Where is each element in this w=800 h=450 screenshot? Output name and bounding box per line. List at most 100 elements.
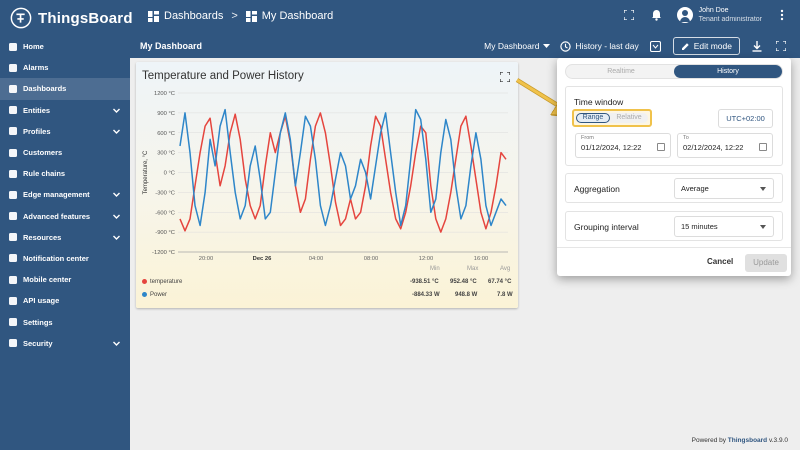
sidebar-item-label: Resources bbox=[23, 232, 62, 242]
aggregation-label: Aggregation bbox=[574, 184, 620, 194]
x-tick-label: 08:00 bbox=[364, 256, 379, 262]
cancel-button[interactable]: Cancel bbox=[707, 257, 734, 266]
rule-chains-icon bbox=[9, 169, 17, 178]
sidebar-item-security[interactable]: Security bbox=[0, 333, 130, 354]
sidebar-item-profiles[interactable]: Profiles bbox=[0, 121, 130, 142]
widget-background bbox=[136, 62, 518, 308]
breadcrumb-separator: > bbox=[231, 10, 238, 22]
y-tick-label: -600 °C bbox=[155, 210, 175, 216]
from-date-field[interactable]: From 01/12/2024, 12:22 bbox=[575, 133, 671, 158]
sidebar-item-home[interactable]: Home bbox=[0, 36, 130, 57]
series-line-temperature bbox=[179, 112, 507, 233]
sidebar-item-label: Advanced features bbox=[23, 211, 91, 221]
sidebar-item-label: Settings bbox=[23, 317, 53, 327]
range-relative-track: Range Relative bbox=[576, 113, 648, 123]
y-tick-label: 300 °C bbox=[157, 151, 175, 157]
sidebar-item-dashboards[interactable]: Dashboards bbox=[0, 78, 130, 100]
sidebar-item-label: Profiles bbox=[23, 126, 51, 136]
legend-dot bbox=[142, 292, 147, 297]
bell-icon bbox=[9, 63, 17, 72]
dropdown-arrow-icon bbox=[760, 225, 766, 229]
top-right-actions: John Doe Tenant administrator bbox=[621, 6, 790, 24]
breadcrumb-dashboards[interactable]: Dashboards bbox=[148, 10, 223, 22]
filters-icon[interactable] bbox=[649, 39, 663, 53]
dashboard-title: My Dashboard bbox=[140, 41, 203, 51]
app-logo[interactable]: ThingsBoard bbox=[10, 7, 133, 29]
user-menu[interactable]: John Doe Tenant administrator bbox=[676, 6, 762, 24]
range-relative-toggle: Range Relative bbox=[572, 109, 652, 127]
aggregation-select[interactable]: Average bbox=[674, 178, 774, 199]
x-tick-label: 12:00 bbox=[419, 256, 434, 262]
top-bar: ThingsBoard Dashboards > My Dashboard Jo… bbox=[0, 0, 800, 36]
edit-mode-label: Edit mode bbox=[693, 41, 732, 51]
chevron-down-icon bbox=[113, 341, 120, 346]
timewindow-button[interactable]: History - last day bbox=[560, 40, 639, 52]
dropdown-arrow-icon bbox=[760, 187, 766, 191]
sidebar-item-rule-chains[interactable]: Rule chains bbox=[0, 163, 130, 184]
sidebar-item-alarms[interactable]: Alarms bbox=[0, 57, 130, 78]
sidebar-item-resources[interactable]: Resources bbox=[0, 227, 130, 248]
sidebar-item-settings[interactable]: Settings bbox=[0, 311, 130, 332]
grouping-label: Grouping interval bbox=[574, 222, 639, 232]
history-clock-icon bbox=[560, 40, 572, 52]
dashboard-select[interactable]: My Dashboard bbox=[484, 41, 551, 51]
relative-option[interactable]: Relative bbox=[616, 114, 642, 121]
timewindow-mode-toggle: Realtime History bbox=[565, 64, 783, 79]
legend-max: 948.8 W bbox=[455, 292, 478, 298]
download-icon[interactable] bbox=[750, 39, 764, 53]
update-button[interactable]: Update bbox=[745, 254, 787, 272]
timezone-button[interactable]: UTC+02:00 bbox=[718, 109, 773, 128]
sidebar-item-edge-management[interactable]: Edge management bbox=[0, 184, 130, 205]
notifications-bell-icon[interactable] bbox=[649, 7, 665, 23]
grouping-value: 15 minutes bbox=[681, 222, 718, 231]
footer-brand-link[interactable]: Thingsboard bbox=[727, 437, 768, 444]
legend-row-power[interactable]: Power -884.33 W 948.8 W 7.8 W bbox=[142, 292, 514, 302]
toolbar-actions: My Dashboard History - last day Edit mod… bbox=[484, 37, 788, 55]
to-date-field[interactable]: To 02/12/2024, 12:22 bbox=[677, 133, 773, 158]
sidebar-item-customers[interactable]: Customers bbox=[0, 142, 130, 163]
calendar-icon[interactable] bbox=[759, 143, 767, 151]
y-axis-label: Temperature, °C bbox=[143, 150, 149, 194]
profiles-icon bbox=[9, 127, 17, 136]
timewindow-popover: Realtime History Time window bbox=[557, 58, 791, 276]
tab-realtime[interactable]: Realtime bbox=[607, 68, 635, 75]
shield-icon bbox=[9, 339, 17, 348]
edge-icon bbox=[9, 190, 17, 199]
time-window-title: Time window bbox=[574, 97, 624, 107]
tab-history[interactable]: History bbox=[674, 65, 782, 78]
sidebar-item-label: Entities bbox=[23, 105, 51, 115]
legend-header-max: Max bbox=[467, 266, 479, 272]
sidebar-item-entities[interactable]: Entities bbox=[0, 100, 130, 121]
dashboard-grid-icon bbox=[148, 10, 159, 22]
timewindow-label: History - last day bbox=[575, 41, 639, 51]
legend-row-temperature[interactable]: temperature -938.51 °C 952.48 °C 67.74 °… bbox=[142, 279, 514, 289]
thingsboard-logo-icon bbox=[10, 7, 32, 29]
gear-icon bbox=[9, 318, 17, 327]
chevron-down-icon bbox=[113, 129, 120, 134]
customers-icon bbox=[9, 148, 17, 157]
sidebar-item-label: Home bbox=[23, 42, 44, 52]
sidebar-item-label: Notification center bbox=[23, 253, 89, 263]
dashboard-select-value: My Dashboard bbox=[484, 41, 540, 51]
legend-min: -884.33 W bbox=[412, 292, 440, 298]
calendar-icon[interactable] bbox=[657, 143, 665, 151]
y-tick-label: 900 °C bbox=[157, 111, 175, 117]
chevron-down-icon bbox=[113, 214, 120, 219]
sidebar-item-label: Security bbox=[23, 338, 53, 348]
sidebar-item-api-usage[interactable]: API usage bbox=[0, 290, 130, 311]
tools-icon bbox=[9, 212, 17, 221]
range-option[interactable]: Range bbox=[576, 113, 610, 123]
edit-mode-button[interactable]: Edit mode bbox=[672, 37, 740, 55]
aggregation-value: Average bbox=[681, 184, 709, 193]
grouping-select[interactable]: 15 minutes bbox=[674, 216, 774, 237]
sidebar-item-notification-center[interactable]: Notification center bbox=[0, 248, 130, 269]
sidebar-item-mobile-center[interactable]: Mobile center bbox=[0, 269, 130, 290]
breadcrumb: Dashboards > My Dashboard bbox=[148, 10, 333, 22]
more-vert-icon[interactable] bbox=[774, 7, 790, 23]
entities-icon bbox=[9, 106, 17, 115]
sidebar-item-advanced-features[interactable]: Advanced features bbox=[0, 206, 130, 227]
sidebar: Home Alarms Dashboards Entities Profiles Cust… bbox=[0, 36, 130, 450]
from-value: 01/12/2024, 12:22 bbox=[581, 143, 642, 152]
legend-label: Power bbox=[150, 292, 168, 299]
user-role: Tenant administrator bbox=[698, 16, 762, 23]
